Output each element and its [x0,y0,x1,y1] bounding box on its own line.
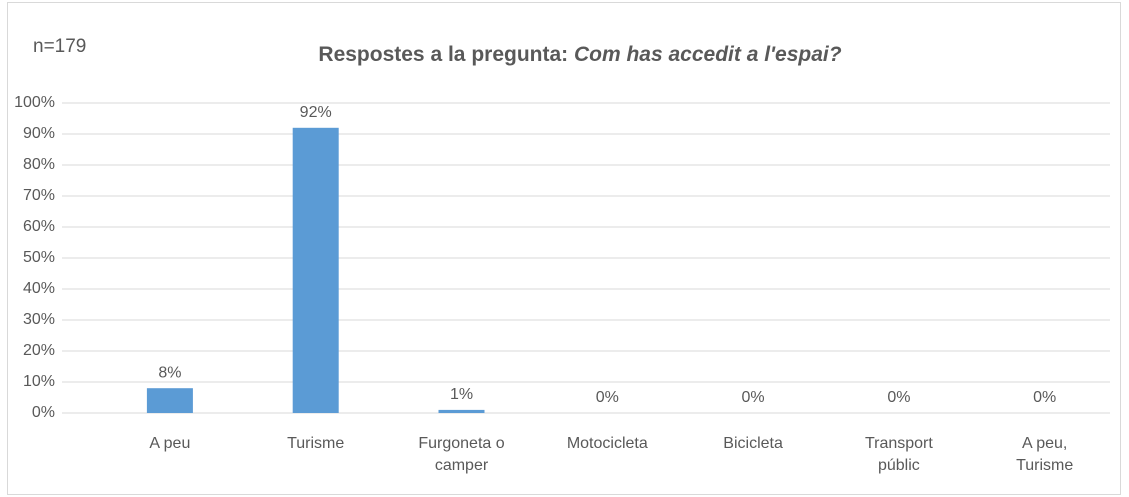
y-tick-label: 40% [23,280,55,297]
data-label: 0% [887,389,910,406]
x-tick-label: Transport públic [864,435,933,474]
y-tick-label: 20% [23,342,55,359]
x-tick-label: A peu [149,435,191,452]
data-label: 0% [596,389,619,406]
y-tick-label: 90% [23,125,55,142]
y-tick-label: 100% [14,94,55,111]
bar [146,388,193,413]
x-tick-label: Bicicleta [723,435,783,452]
y-tick-label: 10% [23,373,55,390]
y-tick-label: 70% [23,187,55,204]
data-label: 92% [300,104,332,121]
y-tick-label: 80% [23,156,55,173]
bar [292,127,339,414]
bar [438,409,485,413]
x-tick-label: Furgoneta o camper [418,435,505,474]
chart-border [7,2,1121,495]
title-italic: Com has accedit a l'espai? [574,43,842,66]
data-label: 0% [1033,389,1056,406]
annotation: n=179 [33,36,86,57]
data-label: 0% [742,389,765,406]
y-tick-label: 0% [32,404,55,421]
y-tick-label: 50% [23,249,55,266]
title-main: Respostes a la pregunta: [318,43,574,66]
chart-title: Respostes a la pregunta: Com has accedit… [318,43,841,66]
x-tick-label: Turisme [287,435,345,452]
data-label: 8% [158,364,181,381]
y-tick-label: 30% [23,311,55,328]
y-tick-label: 60% [23,218,55,235]
x-tick-label: A peu, Turisme [1016,435,1074,474]
x-tick-label: Motocicleta [566,435,648,452]
data-label: 1% [450,386,473,403]
